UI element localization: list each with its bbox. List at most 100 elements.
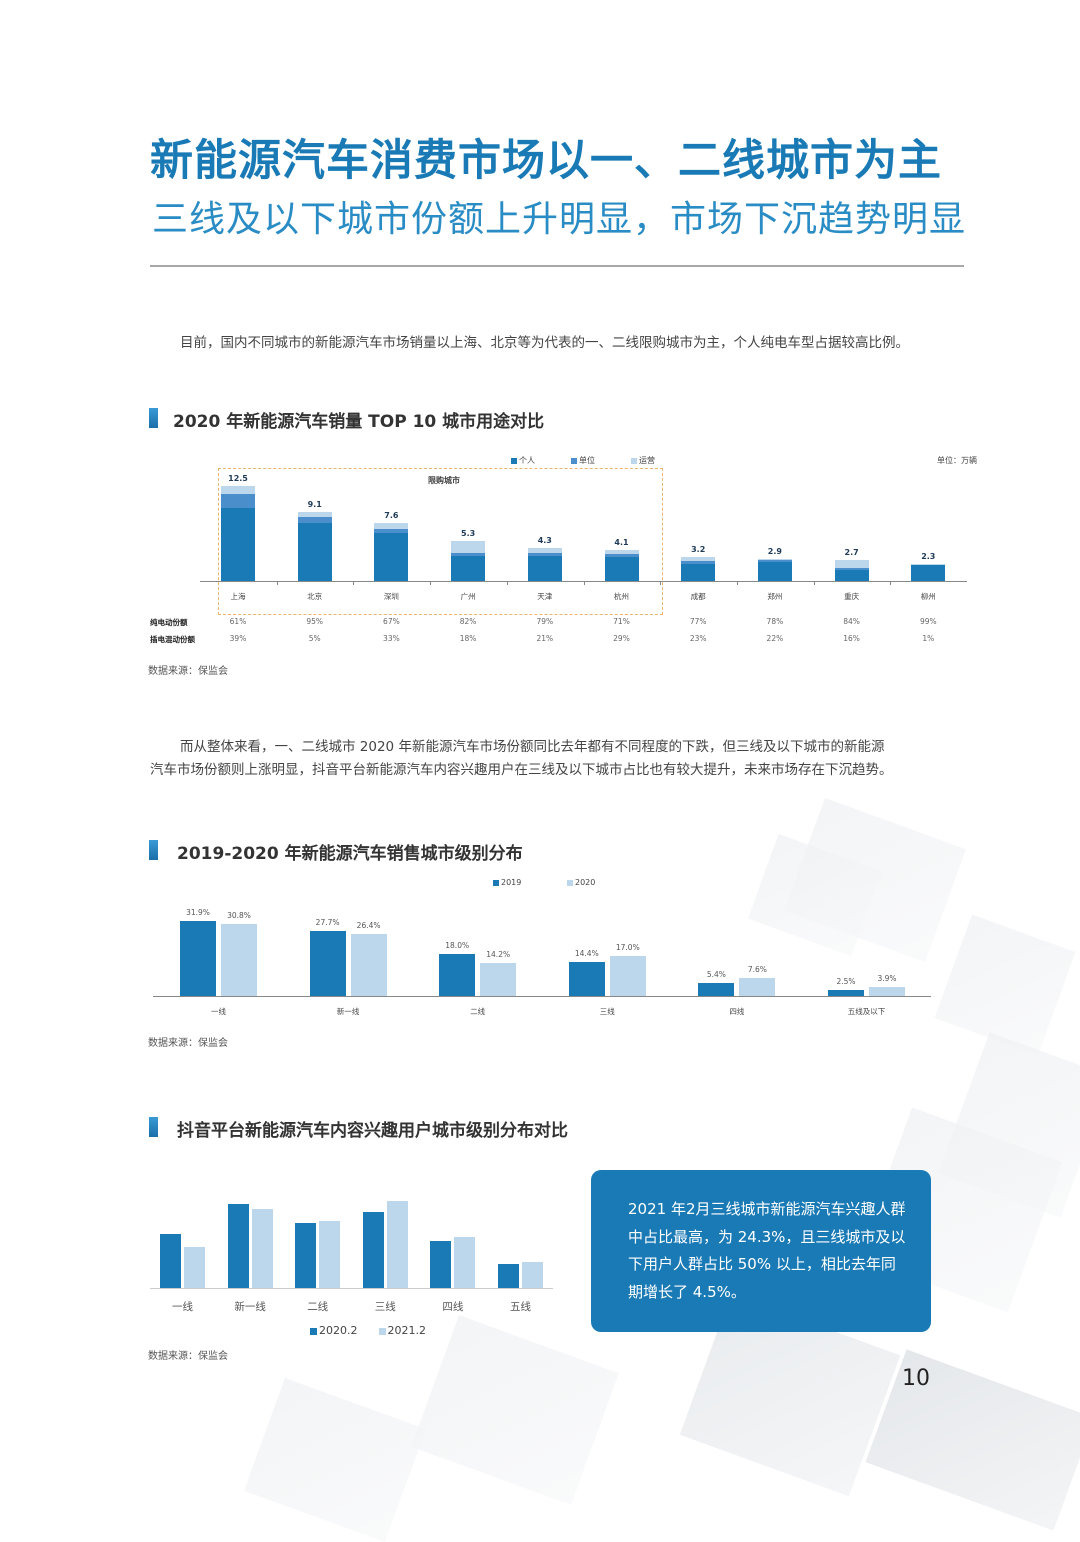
category-label: 新一线 — [336, 1007, 360, 1016]
table-cell: 82% — [459, 617, 477, 626]
bar-2021.2 — [319, 1221, 341, 1288]
bar-total-label: 9.1 — [307, 499, 322, 509]
bar-value-label: 14.4% — [574, 949, 599, 959]
axis-tick — [353, 581, 355, 585]
table-row-label: 插电混动份额 — [150, 635, 195, 644]
intro-paragraph: 目前，国内不同城市的新能源汽车市场销量以上海、北京等为代表的一、二线限购城市为主… — [180, 335, 909, 351]
data-source: 数据来源：保监会 — [148, 1351, 228, 1362]
table-cell: 99% — [919, 617, 937, 626]
bar-2021.2 — [251, 1208, 273, 1288]
bar-segment-运营 — [757, 558, 792, 561]
bar-segment-单位 — [834, 568, 869, 571]
bar-segment-运营 — [451, 540, 486, 553]
chart2-axis — [153, 996, 931, 997]
axis-tick — [890, 581, 892, 585]
axis-tick — [506, 581, 508, 585]
table-cell: 23% — [689, 634, 707, 643]
chart1-unit: 单位：万辆 — [937, 456, 977, 465]
legend-swatch-icon — [631, 457, 637, 464]
bar-total-label: 2.7 — [844, 548, 859, 558]
bar-value-label: 17.0% — [615, 943, 640, 953]
table-cell: 77% — [689, 617, 707, 626]
bar-segment-个人 — [221, 508, 255, 581]
chart1-legend: 单位 — [571, 455, 595, 466]
category-label: 二线 — [470, 1007, 486, 1016]
page-subtitle: 三线及以下城市份额上升明显，市场下沉趋势明显 — [152, 199, 967, 240]
legend-label: 2020.2 — [319, 1324, 358, 1337]
bar-segment-个人 — [757, 562, 792, 581]
bar-2020 — [739, 978, 776, 996]
bar-segment-运营 — [527, 548, 562, 553]
bar-total-label: 3.2 — [691, 544, 706, 554]
bar-value-label: 2.5% — [836, 977, 856, 987]
bar-value-label: 26.4% — [356, 920, 381, 930]
bar-segment-单位 — [527, 552, 562, 556]
page-number: 10 — [902, 1366, 930, 1391]
bar-2020.2 — [362, 1212, 384, 1288]
bar-2020.2 — [498, 1264, 519, 1288]
bar-value-label: 27.7% — [315, 917, 340, 927]
data-source: 数据来源：保监会 — [148, 666, 228, 677]
chart3-title: 抖音平台新能源汽车内容兴趣用户城市级别分布对比 — [177, 1121, 568, 1141]
bar-segment-单位 — [911, 564, 946, 566]
axis-tick — [276, 581, 278, 585]
insight-callout-text: 2021 年2月三线城市新能源汽车兴趣人群中占比最高，为 24.3%，且三线城市… — [628, 1200, 906, 1301]
category-label: 四线 — [729, 1007, 745, 1016]
bar-2020 — [480, 962, 517, 996]
bar-segment-个人 — [451, 555, 486, 581]
data-source: 数据来源：保监会 — [148, 1038, 228, 1049]
mid-paragraph-line2: 汽车市场份额则上涨明显，抖音平台新能源汽车内容兴趣用户在三线及以下城市占比也有较… — [150, 762, 893, 778]
category-label: 重庆 — [844, 592, 860, 601]
axis-tick — [660, 581, 662, 585]
bar-segment-运营 — [604, 549, 639, 554]
bar-segment-单位 — [221, 493, 255, 509]
chart2-legend: 2020 — [567, 878, 595, 887]
background-decoration — [411, 1315, 619, 1505]
bar-segment-单位 — [374, 528, 409, 534]
bar-value-label: 30.8% — [227, 910, 251, 920]
bar-value-label: 31.9% — [186, 908, 210, 918]
bar-segment-个人 — [604, 556, 639, 581]
table-cell: 78% — [766, 617, 784, 626]
chart2-legend: 2019 — [493, 878, 521, 887]
legend-label: 运营 — [639, 456, 655, 465]
legend-label: 2021.2 — [387, 1324, 427, 1337]
bar-2019 — [439, 953, 476, 996]
bar-2020 — [221, 923, 257, 996]
category-label: 三线 — [374, 1301, 396, 1313]
section-marker-icon — [149, 840, 158, 860]
bar-value-label: 3.9% — [877, 973, 897, 983]
category-label: 二线 — [307, 1301, 329, 1313]
bar-segment-个人 — [834, 570, 869, 581]
bar-2021.2 — [454, 1237, 476, 1288]
category-label: 五线及以下 — [847, 1007, 886, 1016]
bar-segment-运营 — [221, 486, 255, 494]
bar-2020 — [869, 986, 905, 996]
table-cell: 29% — [613, 634, 630, 643]
category-label: 天津 — [537, 592, 553, 601]
table-cell: 95% — [306, 617, 324, 626]
bar-2020.2 — [430, 1241, 452, 1288]
legend-swatch-icon — [310, 1327, 317, 1335]
bar-2021.2 — [386, 1201, 408, 1288]
bar-total-label: 4.3 — [537, 536, 552, 546]
table-cell: 67% — [383, 617, 400, 626]
chart1-legend: 个人 — [511, 455, 535, 466]
bar-2021.2 — [184, 1246, 205, 1288]
divider — [150, 265, 964, 267]
background-decoration — [934, 914, 1076, 1056]
bar-segment-个人 — [527, 555, 562, 581]
legend-swatch-icon — [378, 1327, 386, 1335]
bar-segment-单位 — [604, 553, 639, 557]
bar-2020 — [609, 956, 646, 996]
table-cell: 5% — [308, 634, 321, 643]
axis-tick — [736, 581, 738, 585]
bar-segment-单位 — [451, 552, 486, 556]
bar-2020.2 — [160, 1233, 181, 1288]
bar-segment-运营 — [297, 511, 332, 518]
bar-segment-个人 — [681, 563, 716, 581]
table-cell: 21% — [536, 634, 554, 643]
table-cell: 71% — [613, 617, 630, 626]
limit-city-label: 限购城市 — [428, 476, 460, 485]
limit-city-box — [218, 468, 663, 615]
